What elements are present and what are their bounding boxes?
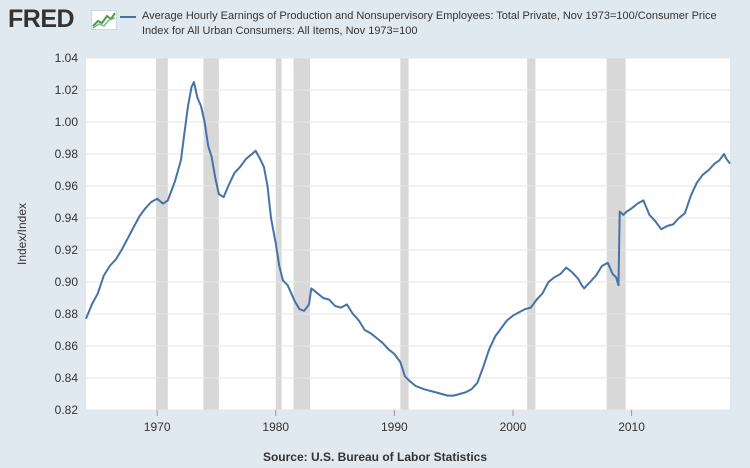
chart-header: FRED Average Hourly Earnings of Producti…	[0, 0, 750, 52]
y-tick-label: 0.84	[55, 371, 79, 385]
legend-series-label: Average Hourly Earnings of Production an…	[142, 10, 717, 37]
y-axis-label: Index/Index	[15, 203, 29, 265]
gridlines	[86, 57, 730, 411]
y-tick-label: 0.96	[55, 179, 79, 193]
x-tick-label: 1970	[144, 420, 171, 434]
fred-logo[interactable]: FRED	[8, 4, 118, 34]
recession-band	[527, 58, 536, 410]
x-tick-label: 2000	[500, 420, 527, 434]
x-tick-label: 1980	[262, 420, 289, 434]
source-note: Source: U.S. Bureau of Labor Statistics	[262, 450, 488, 464]
recession-band	[155, 58, 168, 410]
y-tick-label: 0.92	[55, 243, 79, 257]
x-axis-ticks: 1970 1980 1990 2000 2010	[144, 410, 645, 434]
y-tick-label: 0.82	[55, 403, 79, 417]
recession-band	[400, 58, 409, 410]
legend-swatch	[120, 16, 136, 18]
recession-bands	[155, 58, 626, 410]
recession-band	[606, 58, 626, 410]
recession-band	[275, 58, 282, 410]
y-axis-ticks: 0.82 0.84 0.86 0.88 0.90 0.92 0.94 0.96 0.98 1.00…	[55, 51, 79, 417]
y-tick-label: 1.00	[55, 115, 79, 129]
series-line	[85, 81, 731, 397]
recession-band	[293, 58, 311, 410]
y-tick-label: 0.90	[55, 275, 79, 289]
recession-band	[203, 58, 219, 410]
x-tick-label: 2010	[618, 420, 645, 434]
fred-logo-text: FRED	[8, 5, 75, 33]
y-tick-label: 0.88	[55, 307, 79, 321]
y-tick-label: 0.94	[55, 211, 79, 225]
x-tick-label: 1990	[381, 420, 408, 434]
y-tick-label: 0.98	[55, 147, 79, 161]
y-tick-label: 1.02	[55, 83, 79, 97]
y-tick-label: 0.86	[55, 339, 79, 353]
y-tick-label: 1.04	[55, 51, 79, 65]
fred-graph-icon	[91, 10, 117, 30]
